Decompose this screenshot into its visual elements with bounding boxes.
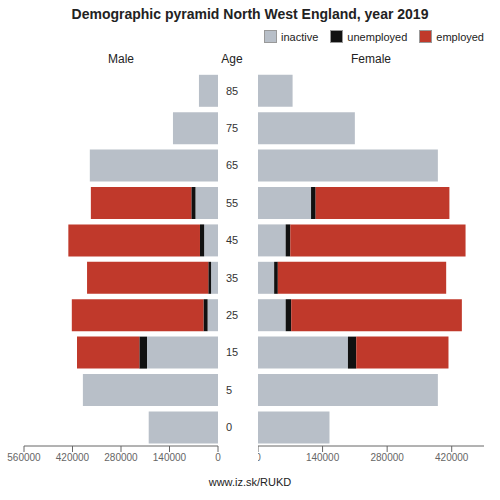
svg-text:35: 35 [226, 272, 238, 284]
svg-text:0: 0 [215, 452, 221, 463]
svg-text:420000: 420000 [56, 452, 90, 463]
svg-text:140000: 140000 [153, 452, 187, 463]
html-text:Male: Male [108, 52, 134, 66]
svg-text:5: 5 [226, 384, 232, 396]
svg-text:280000: 280000 [370, 452, 404, 463]
html-text:inactive: inactive [281, 30, 319, 43]
html-text:unemployed: unemployed [347, 30, 408, 43]
svg-text:55: 55 [226, 197, 238, 209]
svg-text:420000: 420000 [435, 452, 469, 463]
svg-text:0: 0 [226, 421, 232, 433]
svg-text:25: 25 [226, 309, 238, 321]
svg-text:0: 0 [258, 452, 261, 463]
html-text:Female: Female [351, 52, 391, 66]
svg-text:15: 15 [226, 346, 238, 358]
html-text:Age: Age [221, 52, 243, 66]
svg-text:75: 75 [226, 122, 238, 134]
svg-text:140000: 140000 [306, 452, 340, 463]
svg-text:45: 45 [226, 234, 238, 246]
svg-text:85: 85 [226, 85, 238, 97]
html-text:www.iz.sk/RUKD: www.iz.sk/RUKD [208, 476, 292, 488]
svg-text:280000: 280000 [104, 452, 138, 463]
svg-text:560000: 560000 [8, 452, 41, 463]
svg-text:65: 65 [226, 159, 238, 171]
html-text:Demographic pyramid North West: Demographic pyramid North West England, … [71, 6, 429, 22]
html-text:employed: employed [436, 30, 484, 43]
